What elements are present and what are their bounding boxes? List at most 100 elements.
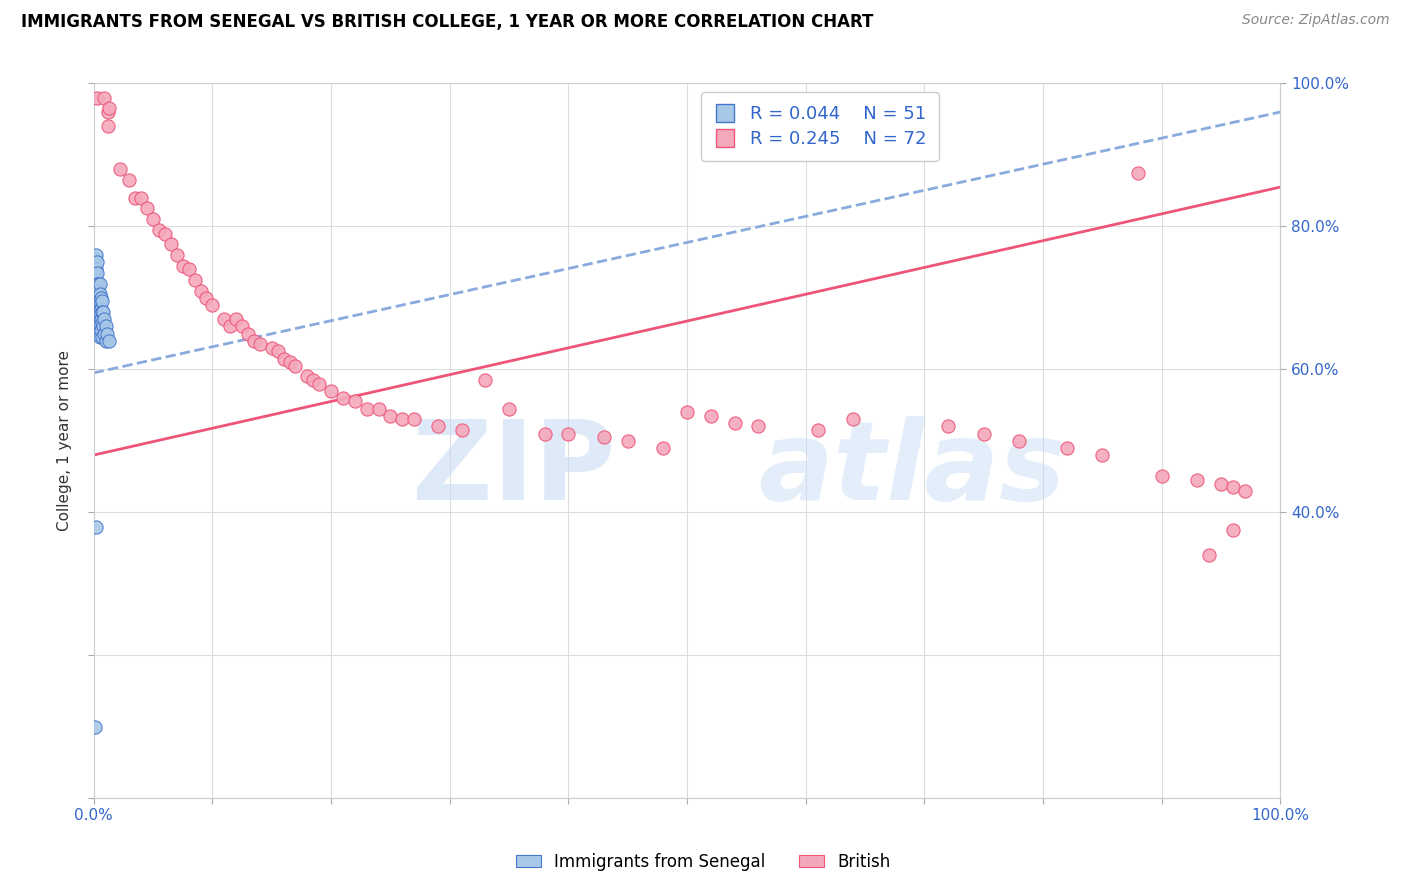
Point bbox=[90, 312, 112, 326]
Point bbox=[86, 255, 108, 269]
Point bbox=[86, 298, 108, 312]
Point bbox=[84, 519, 107, 533]
Point bbox=[1209, 476, 1232, 491]
Point bbox=[86, 305, 108, 319]
Point bbox=[1233, 483, 1256, 498]
Point bbox=[84, 248, 107, 262]
Legend: R = 0.044    N = 51, R = 0.245    N = 72: R = 0.044 N = 51, R = 0.245 N = 72 bbox=[702, 93, 939, 161]
Point bbox=[177, 262, 200, 277]
Point bbox=[86, 316, 108, 330]
Point bbox=[201, 298, 224, 312]
Point bbox=[616, 434, 638, 448]
Point bbox=[87, 305, 110, 319]
Point bbox=[153, 227, 176, 241]
Point bbox=[93, 326, 115, 341]
Point bbox=[1008, 434, 1031, 448]
Text: IMMIGRANTS FROM SENEGAL VS BRITISH COLLEGE, 1 YEAR OR MORE CORRELATION CHART: IMMIGRANTS FROM SENEGAL VS BRITISH COLLE… bbox=[21, 13, 873, 31]
Point bbox=[84, 262, 107, 277]
Point bbox=[84, 309, 107, 323]
Point bbox=[83, 720, 105, 734]
Point bbox=[86, 91, 108, 105]
Point bbox=[236, 326, 259, 341]
Point bbox=[676, 405, 699, 419]
Point bbox=[84, 319, 107, 334]
Point bbox=[87, 284, 110, 298]
Point bbox=[652, 441, 675, 455]
Point bbox=[108, 162, 131, 177]
Point bbox=[332, 391, 354, 405]
Point bbox=[343, 394, 366, 409]
Point bbox=[557, 426, 579, 441]
Point bbox=[533, 426, 555, 441]
Point bbox=[243, 334, 266, 348]
Point bbox=[142, 212, 165, 227]
Point bbox=[84, 280, 107, 294]
Point bbox=[86, 326, 108, 341]
Point bbox=[426, 419, 449, 434]
Point bbox=[249, 337, 271, 351]
Point bbox=[380, 409, 402, 423]
Point bbox=[260, 341, 283, 355]
Point bbox=[91, 305, 114, 319]
Point bbox=[1056, 441, 1078, 455]
Point bbox=[278, 355, 301, 369]
Point bbox=[166, 248, 188, 262]
Point bbox=[498, 401, 520, 416]
Point bbox=[195, 291, 218, 305]
Point bbox=[87, 277, 110, 291]
Point bbox=[87, 316, 110, 330]
Point bbox=[89, 316, 111, 330]
Text: atlas: atlas bbox=[758, 416, 1066, 523]
Point bbox=[1187, 473, 1209, 487]
Point bbox=[98, 334, 121, 348]
Point bbox=[747, 419, 769, 434]
Point bbox=[89, 294, 111, 309]
Point bbox=[91, 319, 114, 334]
Point bbox=[84, 273, 107, 287]
Text: ZIP: ZIP bbox=[412, 416, 616, 523]
Point bbox=[1150, 469, 1173, 483]
Point bbox=[842, 412, 865, 426]
Point bbox=[86, 284, 108, 298]
Point bbox=[84, 294, 107, 309]
Point bbox=[86, 277, 108, 291]
Point bbox=[89, 305, 111, 319]
Text: Source: ZipAtlas.com: Source: ZipAtlas.com bbox=[1241, 13, 1389, 28]
Point bbox=[231, 319, 253, 334]
Point bbox=[225, 312, 247, 326]
Point bbox=[84, 287, 107, 301]
Point bbox=[356, 401, 378, 416]
Point bbox=[86, 291, 108, 305]
Point bbox=[308, 376, 330, 391]
Point bbox=[97, 105, 120, 120]
Point bbox=[1222, 480, 1244, 494]
Point bbox=[87, 294, 110, 309]
Point bbox=[91, 294, 114, 309]
Point bbox=[83, 269, 105, 284]
Point bbox=[297, 369, 319, 384]
Point bbox=[450, 423, 472, 437]
Point bbox=[90, 323, 112, 337]
Point bbox=[319, 384, 342, 398]
Point bbox=[89, 330, 111, 344]
Point bbox=[86, 266, 108, 280]
Y-axis label: College, 1 year or more: College, 1 year or more bbox=[58, 351, 72, 532]
Point bbox=[96, 326, 118, 341]
Point bbox=[367, 401, 389, 416]
Point bbox=[89, 277, 111, 291]
Point bbox=[183, 273, 205, 287]
Point bbox=[148, 223, 170, 237]
Point bbox=[90, 301, 112, 316]
Point bbox=[124, 191, 146, 205]
Point bbox=[91, 305, 114, 319]
Point bbox=[94, 334, 117, 348]
Point bbox=[391, 412, 413, 426]
Point bbox=[1126, 166, 1149, 180]
Point bbox=[936, 419, 959, 434]
Point bbox=[219, 319, 242, 334]
Point bbox=[700, 409, 723, 423]
Point bbox=[593, 430, 616, 444]
Point bbox=[97, 120, 120, 134]
Point bbox=[807, 423, 830, 437]
Point bbox=[273, 351, 295, 366]
